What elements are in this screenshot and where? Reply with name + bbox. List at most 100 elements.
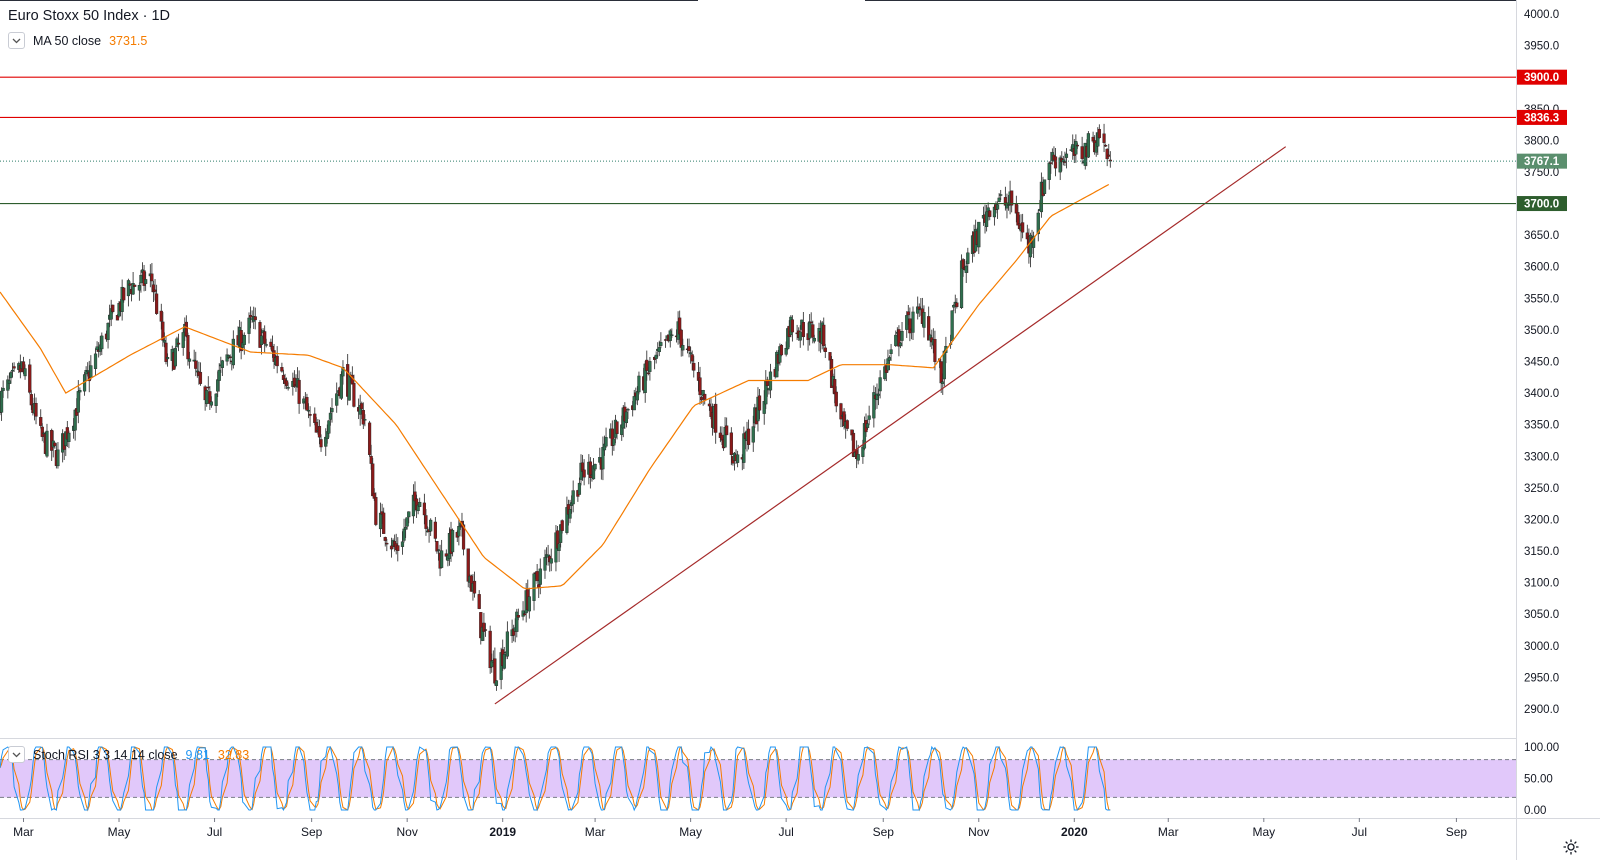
candle[interactable] [685, 338, 690, 354]
candle[interactable] [308, 406, 312, 427]
candle[interactable] [1042, 179, 1047, 196]
candle[interactable] [515, 608, 519, 638]
candle[interactable] [964, 260, 968, 284]
candle[interactable] [217, 363, 221, 392]
candle[interactable] [23, 364, 27, 380]
candle[interactable] [39, 409, 43, 429]
candle[interactable] [538, 558, 542, 595]
collapse-legend-button[interactable] [8, 32, 25, 49]
candle[interactable] [1105, 148, 1109, 167]
candle[interactable] [78, 387, 82, 401]
stoch-rsi-pane[interactable] [0, 745, 1516, 812]
candle[interactable] [624, 410, 629, 428]
candle[interactable] [582, 459, 586, 486]
candle[interactable] [516, 608, 520, 621]
candle[interactable] [385, 539, 389, 552]
candle[interactable] [378, 502, 383, 538]
candle[interactable] [53, 442, 57, 449]
candle[interactable] [867, 405, 871, 426]
candle[interactable] [297, 370, 301, 414]
candle[interactable] [560, 519, 564, 534]
candle[interactable] [535, 563, 539, 584]
candle[interactable] [367, 420, 372, 457]
candle[interactable] [502, 647, 506, 670]
candle[interactable] [889, 343, 893, 361]
candle[interactable] [181, 328, 185, 356]
candle[interactable] [746, 419, 751, 450]
candle[interactable] [305, 393, 309, 411]
candle[interactable] [911, 306, 915, 340]
trendline[interactable] [494, 146, 1287, 705]
candle[interactable] [40, 423, 44, 442]
candle[interactable] [319, 434, 323, 452]
candle[interactable] [363, 414, 367, 427]
candle[interactable] [571, 480, 575, 513]
candle[interactable] [440, 539, 444, 569]
candle[interactable] [280, 362, 284, 373]
main-pane[interactable] [0, 76, 1516, 705]
candle[interactable] [228, 354, 232, 365]
candle[interactable] [374, 492, 378, 527]
candle[interactable] [679, 328, 683, 357]
candle[interactable] [402, 518, 406, 543]
candle[interactable] [327, 419, 331, 438]
candle[interactable] [214, 392, 218, 413]
candle[interactable] [142, 264, 146, 292]
candle[interactable] [995, 201, 1000, 219]
candle[interactable] [82, 371, 87, 396]
candle[interactable] [779, 344, 784, 357]
candle[interactable] [350, 366, 354, 385]
candle[interactable] [176, 333, 181, 352]
candle[interactable] [220, 359, 224, 377]
candle[interactable] [900, 321, 904, 347]
candle[interactable] [100, 332, 104, 356]
candle[interactable] [209, 396, 214, 408]
candle[interactable] [725, 417, 729, 436]
candle[interactable] [668, 328, 672, 348]
candle[interactable] [56, 442, 60, 469]
candle[interactable] [610, 420, 614, 456]
candle[interactable] [109, 299, 113, 327]
candle[interactable] [242, 332, 246, 355]
candle[interactable] [122, 287, 126, 303]
candle[interactable] [192, 349, 196, 362]
candle[interactable] [1108, 151, 1112, 168]
candle[interactable] [184, 315, 188, 338]
candle[interactable] [588, 457, 592, 489]
candle[interactable] [886, 349, 890, 373]
candle[interactable] [28, 358, 32, 395]
candle[interactable] [654, 351, 658, 364]
candle[interactable] [687, 338, 691, 358]
candle[interactable] [275, 346, 279, 374]
candle[interactable] [637, 371, 641, 395]
candle[interactable] [205, 389, 209, 407]
candle[interactable] [808, 314, 812, 346]
candle[interactable] [670, 328, 674, 338]
candle[interactable] [988, 209, 992, 221]
candle[interactable] [477, 590, 481, 610]
candle[interactable] [144, 271, 148, 291]
candle[interactable] [875, 383, 879, 409]
candle[interactable] [532, 572, 536, 611]
candle[interactable] [692, 355, 696, 378]
candle[interactable] [302, 396, 306, 410]
candle[interactable] [1097, 124, 1101, 139]
candle[interactable] [1071, 134, 1075, 160]
candle[interactable] [1102, 123, 1106, 153]
candle[interactable] [1036, 209, 1040, 242]
candle[interactable] [952, 304, 956, 312]
candle[interactable] [1031, 231, 1036, 259]
candle[interactable] [175, 336, 179, 348]
candle[interactable] [790, 315, 795, 342]
candle[interactable] [593, 463, 597, 472]
candle[interactable] [865, 419, 870, 430]
candle[interactable] [494, 680, 499, 691]
candle[interactable] [626, 407, 630, 419]
candle[interactable] [493, 647, 497, 686]
candle[interactable] [194, 351, 198, 377]
candle[interactable] [809, 312, 813, 325]
candle[interactable] [659, 332, 663, 349]
candle[interactable] [1064, 148, 1069, 169]
gear-icon[interactable] [1562, 838, 1580, 856]
